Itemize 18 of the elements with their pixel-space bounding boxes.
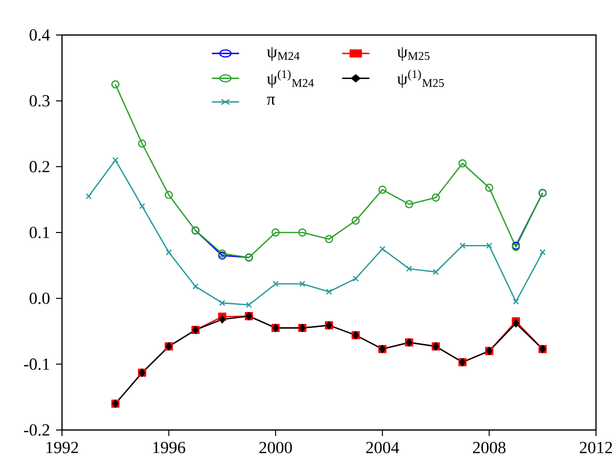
x-tick-label: 1996 bbox=[153, 442, 186, 454]
y-tick-label: 0.2 bbox=[30, 160, 50, 172]
legend-label: ψ$_{M24}$ bbox=[266, 47, 300, 61]
x-tick-label: 2000 bbox=[259, 442, 292, 454]
y-tick-label: 0.3 bbox=[30, 95, 50, 107]
x-tick-label: 2012 bbox=[580, 442, 612, 454]
y-tick-label: -0.1 bbox=[24, 358, 50, 370]
legend-label: ψ$_{M25}$ bbox=[397, 47, 430, 61]
x-tick-label: 2004 bbox=[366, 442, 400, 454]
x-tick-label: 1992 bbox=[46, 442, 78, 454]
y-tick-label: 0.0 bbox=[30, 292, 50, 304]
y-tick-label: 0.1 bbox=[30, 226, 50, 238]
x-tick-label: 2008 bbox=[473, 442, 506, 454]
legend-label: π bbox=[266, 96, 275, 105]
legend-label: ψ$^{(1)}$M25 bbox=[397, 70, 444, 88]
y-tick-label: -0.2 bbox=[24, 424, 50, 436]
legend-label: ψ$^{(1)}$M24 bbox=[266, 70, 314, 88]
y-tick-label: 0.4 bbox=[30, 29, 50, 41]
